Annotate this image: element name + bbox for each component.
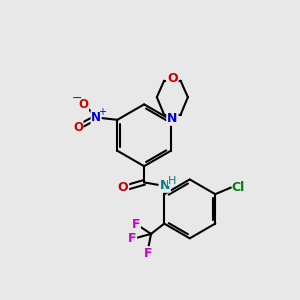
Text: F: F xyxy=(131,218,140,231)
Text: N: N xyxy=(160,179,170,192)
Text: O: O xyxy=(79,98,88,111)
Text: F: F xyxy=(144,247,152,260)
Text: O: O xyxy=(167,71,178,85)
Text: N: N xyxy=(91,111,101,124)
Text: F: F xyxy=(128,232,136,245)
Text: Cl: Cl xyxy=(231,181,244,194)
Text: N: N xyxy=(167,112,178,125)
Text: +: + xyxy=(98,107,106,117)
Text: H: H xyxy=(168,176,177,186)
Text: O: O xyxy=(73,121,83,134)
Text: −: − xyxy=(71,92,82,105)
Text: O: O xyxy=(118,181,128,194)
